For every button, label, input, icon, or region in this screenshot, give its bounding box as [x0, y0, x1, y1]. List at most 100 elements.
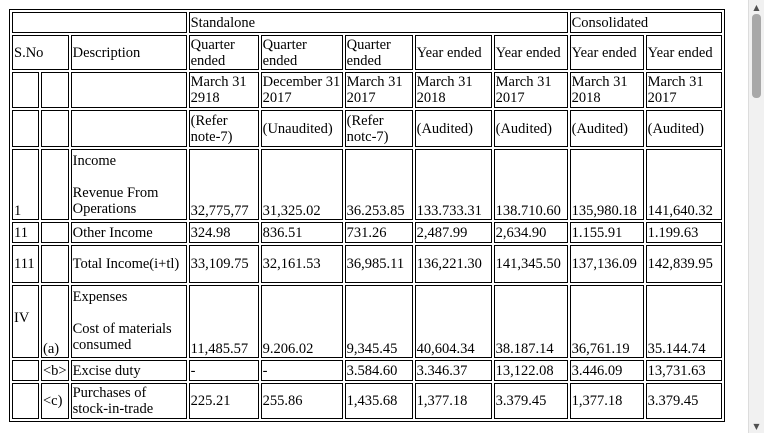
row-label: Purchases of stock-in-trade	[70, 383, 187, 419]
value-cell: 138.710.60	[493, 149, 568, 220]
value-cell: 2,487.99	[414, 222, 492, 243]
value-cell: 3.379.45	[645, 383, 722, 419]
document-viewport: Standalone Consolidated S.No Description…	[9, 9, 725, 422]
date-cell: March 31 2018	[569, 72, 644, 108]
value-cell: 36.253.85	[344, 149, 413, 220]
audit-status-cell: (Audited)	[414, 110, 492, 147]
empty-cell	[41, 72, 69, 108]
audit-status-cell: (Refer note-7)	[188, 110, 259, 147]
period-type-cell: Quarter ended	[344, 35, 413, 70]
sno-cell: 1	[12, 149, 39, 220]
value-cell: 133.733.31	[414, 149, 492, 220]
expenses-section-label: Expenses	[72, 289, 128, 305]
row-label: Cost of materials consumed	[72, 321, 172, 353]
value-cell: 141,345.50	[493, 245, 568, 283]
value-cell: 36,761.19	[569, 285, 644, 358]
value-cell: 142,839.95	[645, 245, 722, 283]
value-cell: 3.346.37	[414, 360, 492, 381]
empty-cell	[41, 245, 69, 283]
row-label: Revenue From Operations	[72, 185, 159, 217]
value-cell: 3.446.09	[569, 360, 644, 381]
value-cell: 40,604.34	[414, 285, 492, 358]
table-row-purchases: <c) Purchases of stock-in-trade 225.21 2…	[12, 383, 722, 419]
empty-cell	[12, 360, 39, 381]
table-row-revenue: 1 Income Revenue From Operations 32,775,…	[12, 149, 722, 220]
scrollbar-thumb[interactable]	[752, 14, 761, 98]
empty-cell	[12, 72, 39, 108]
value-cell: 32,161.53	[260, 245, 343, 283]
table-row-other-income: 11 Other Income 324.98 836.51 731.26 2,4…	[12, 222, 722, 243]
value-cell: 11,485.57	[188, 285, 259, 358]
empty-cell	[41, 110, 69, 147]
value-cell: 9,345.45	[344, 285, 413, 358]
row-label: Excise duty	[70, 360, 187, 381]
value-cell: 31,325.02	[260, 149, 343, 220]
sno-cell: 111	[12, 245, 39, 283]
sub-index-cell: <c)	[41, 383, 69, 419]
date-cell: March 31 2918	[188, 72, 259, 108]
value-cell: 137,136.09	[569, 245, 644, 283]
audit-status-cell: (Audited)	[645, 110, 722, 147]
table-row-total-income: 111 Total Income(i+tl) 33,109.75 32,161.…	[12, 245, 722, 283]
empty-cell	[41, 222, 69, 243]
empty-cell	[12, 383, 39, 419]
header-row-group: Standalone Consolidated	[12, 12, 722, 33]
sno-cell: IV	[12, 285, 39, 358]
value-cell: 1.155.91	[569, 222, 644, 243]
header-row-period: S.No Description Quarter ended Quarter e…	[12, 35, 722, 70]
cost-materials-description-cell: Expenses Cost of materials consumed	[70, 285, 187, 358]
value-cell: 13,122.08	[493, 360, 568, 381]
value-cell: 255.86	[260, 383, 343, 419]
scroll-up-arrow-icon[interactable]: ▲	[753, 2, 760, 12]
sno-cell: 11	[12, 222, 39, 243]
value-cell: 36,985.11	[344, 245, 413, 283]
value-cell: 135,980.18	[569, 149, 644, 220]
header-row-audit: (Refer note-7) (Unaudited) (Refer notc-7…	[12, 110, 722, 147]
empty-cell	[70, 110, 187, 147]
value-cell: 3.379.45	[493, 383, 568, 419]
header-row-date: March 31 2918 December 31 2017 March 31 …	[12, 72, 722, 108]
table-row-cost-materials: IV (a) Expenses Cost of materials consum…	[12, 285, 722, 358]
value-cell: 9.206.02	[260, 285, 343, 358]
value-cell: 32,775,77	[188, 149, 259, 220]
audit-status-cell: (Audited)	[493, 110, 568, 147]
standalone-header: Standalone	[188, 12, 568, 33]
value-cell: 1,435.68	[344, 383, 413, 419]
audit-status-cell: (Audited)	[569, 110, 644, 147]
revenue-description-cell: Income Revenue From Operations	[70, 149, 187, 220]
date-cell: March 31 2017	[493, 72, 568, 108]
period-type-cell: Year ended	[414, 35, 492, 70]
consolidated-header: Consolidated	[569, 12, 722, 33]
value-cell: 3.584.60	[344, 360, 413, 381]
row-label: Other Income	[70, 222, 187, 243]
period-type-cell: Quarter ended	[260, 35, 343, 70]
description-header: Description	[70, 35, 187, 70]
sub-index-cell: <b>	[41, 360, 69, 381]
value-cell: 38.187.14	[493, 285, 568, 358]
value-cell: -	[188, 360, 259, 381]
value-cell: 324.98	[188, 222, 259, 243]
period-type-cell: Year ended	[645, 35, 722, 70]
date-cell: March 31 2017	[645, 72, 722, 108]
row-label: Total Income(i+tl)	[70, 245, 187, 283]
sub-index-cell: (a)	[41, 285, 69, 358]
income-section-label: Income	[72, 153, 117, 169]
vertical-scrollbar[interactable]: ▲ ▼	[748, 0, 764, 433]
value-cell: 225.21	[188, 383, 259, 419]
value-cell: 1,377.18	[414, 383, 492, 419]
value-cell: 141,640.32	[645, 149, 722, 220]
date-cell: March 31 2018	[414, 72, 492, 108]
value-cell: 836.51	[260, 222, 343, 243]
value-cell: 1.199.63	[645, 222, 722, 243]
value-cell: 1,377.18	[569, 383, 644, 419]
sno-header: S.No	[12, 35, 69, 70]
value-cell: 2,634.90	[493, 222, 568, 243]
period-type-cell: Year ended	[493, 35, 568, 70]
audit-status-cell: (Unaudited)	[260, 110, 343, 147]
scroll-down-arrow-icon[interactable]: ▼	[753, 421, 760, 431]
header-blank-cell	[12, 12, 187, 33]
table-row-excise-duty: <b> Excise duty - - 3.584.60 3.346.37 13…	[12, 360, 722, 381]
financial-results-table: Standalone Consolidated S.No Description…	[9, 9, 725, 422]
empty-cell	[41, 149, 69, 220]
audit-status-cell: (Refer notc-7)	[344, 110, 413, 147]
